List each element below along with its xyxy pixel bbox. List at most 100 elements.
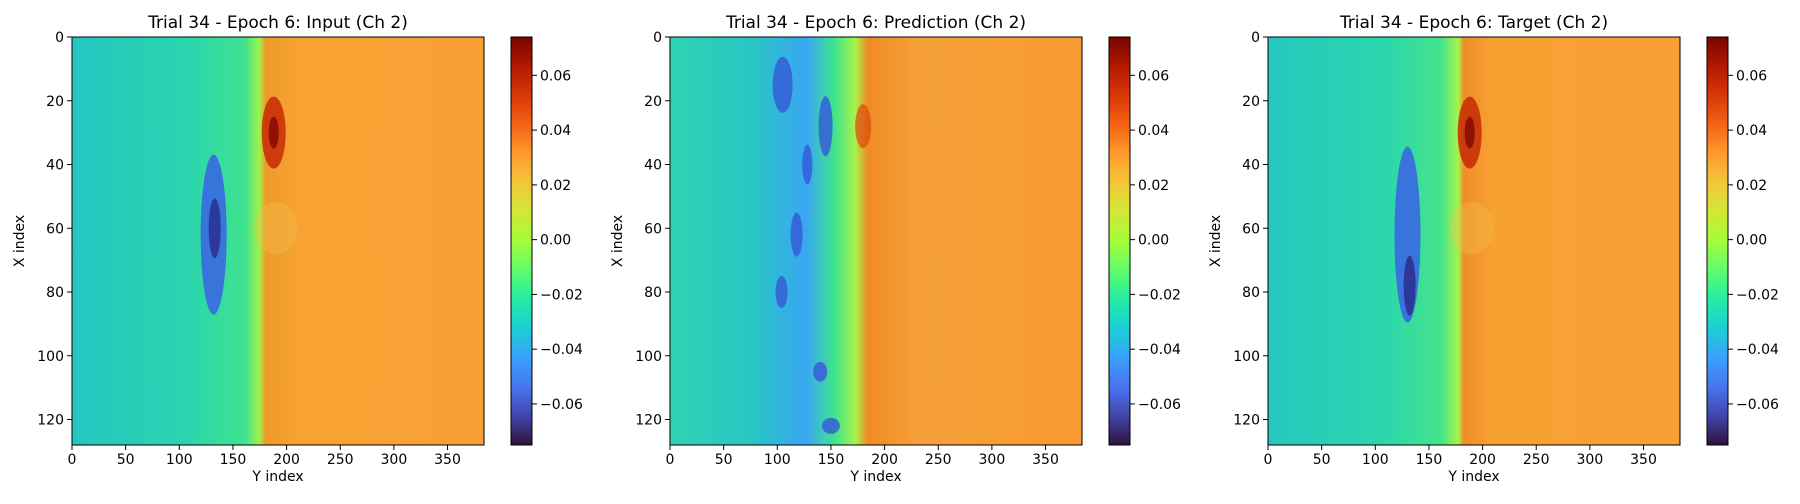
- x-tick-label: 200: [871, 452, 898, 468]
- x-tick-label: 300: [381, 452, 408, 468]
- x-tick-label: 350: [1032, 452, 1059, 468]
- prediction-streak: [813, 361, 828, 382]
- y-tick-label: 40: [46, 158, 64, 174]
- y-tick-label: 0: [55, 30, 64, 46]
- colorbar-tick-label: −0.04: [540, 342, 583, 358]
- y-tick-label: 120: [635, 413, 662, 429]
- y-tick-label: 60: [644, 221, 662, 237]
- x-tick-label: 100: [764, 452, 791, 468]
- y-tick-label: 0: [653, 30, 662, 46]
- colorbar-tick-label: 0.00: [1138, 233, 1169, 249]
- colorbar-tick-label: −0.02: [1138, 287, 1181, 303]
- colorbar-tick-label: 0.06: [540, 68, 571, 84]
- y-tick-label: 100: [1233, 349, 1260, 365]
- panel-title: Trial 34 - Epoch 6: Target (Ch 2): [1339, 13, 1608, 33]
- x-tick-label: 50: [117, 452, 135, 468]
- heatmap-features: [772, 56, 872, 434]
- high-value-lobe: [855, 104, 872, 149]
- heatmap-features: [1394, 96, 1494, 323]
- prediction-streak: [775, 276, 788, 308]
- colorbar-tick-label: −0.06: [540, 397, 583, 413]
- colorbar-tick-label: 0.04: [1736, 123, 1767, 139]
- y-tick-label: 40: [644, 158, 662, 174]
- y-tick-label: 20: [46, 94, 64, 110]
- colorbar-tick-label: 0.02: [1138, 178, 1169, 194]
- low-value-core: [208, 198, 221, 259]
- y-tick-label: 20: [1242, 94, 1260, 110]
- colorbar-tick-label: 0.00: [540, 233, 571, 249]
- colorbar-tick-label: −0.06: [1736, 397, 1779, 413]
- x-tick-label: 100: [1362, 452, 1389, 468]
- y-tick-label: 80: [46, 285, 64, 301]
- y-tick-label: 40: [1242, 158, 1260, 174]
- colorbar-tick-label: 0.06: [1736, 68, 1767, 84]
- prediction-streak: [790, 212, 803, 257]
- heatmap-panel-2: Trial 34 - Epoch 6: Prediction (Ch 2) 0 50…: [610, 13, 1181, 485]
- colorbar-tick-label: 0.06: [1138, 68, 1169, 84]
- colorbar-gradient: [1108, 36, 1131, 446]
- y-axis-label: X index: [12, 215, 28, 267]
- x-tick-label: 150: [818, 452, 845, 468]
- y-axis-label: X index: [610, 215, 626, 267]
- colorbar-gradient: [1706, 36, 1729, 446]
- x-tick-label: 200: [1469, 452, 1496, 468]
- x-axis-label: Y index: [849, 469, 901, 485]
- x-tick-label: 250: [925, 452, 952, 468]
- x-tick-label: 0: [1264, 452, 1273, 468]
- colorbar-tick-label: 0.04: [540, 123, 571, 139]
- heatmap-panel-3: Trial 34 - Epoch 6: Target (Ch 2) 0 50 100 1…: [1208, 13, 1779, 485]
- axes-frame: [71, 36, 485, 446]
- colorbar: 0.06 0.04 0.02 0.00 −0.02 −0.04 −0.06: [1108, 36, 1181, 446]
- y-tick-label: 20: [644, 94, 662, 110]
- colorbar-tick-label: −0.04: [1736, 342, 1779, 358]
- colorbar-tick-label: −0.02: [540, 287, 583, 303]
- colorbar-tick-label: 0.02: [540, 178, 571, 194]
- heatmap-panel-1: Trial 34 - Epoch 6: Input (Ch 2) 0 50 100 15…: [12, 13, 583, 485]
- x-tick-label: 350: [434, 452, 461, 468]
- x-axis-label: Y index: [251, 469, 303, 485]
- x-tick-label: 300: [979, 452, 1006, 468]
- x-tick-label: 150: [220, 452, 247, 468]
- axes-frame: [669, 36, 1083, 446]
- wake-region: [1449, 202, 1494, 255]
- high-value-core: [268, 116, 279, 149]
- prediction-streak: [821, 417, 840, 434]
- y-tick-label: 60: [46, 221, 64, 237]
- y-axis-label: X index: [1208, 215, 1224, 267]
- x-tick-label: 0: [68, 452, 77, 468]
- low-value-core: [1403, 255, 1416, 316]
- heatmap-field: [670, 37, 1082, 445]
- x-tick-label: 50: [1313, 452, 1331, 468]
- prediction-streak: [802, 144, 813, 185]
- y-tick-label: 100: [635, 349, 662, 365]
- colorbar: 0.06 0.04 0.02 0.00 −0.02 −0.04 −0.06: [1706, 36, 1779, 446]
- colorbar-tick-label: −0.06: [1138, 397, 1181, 413]
- prediction-streak: [818, 96, 833, 157]
- x-axis-label: Y index: [1447, 469, 1499, 485]
- panel-title: Trial 34 - Epoch 6: Prediction (Ch 2): [725, 13, 1026, 33]
- x-tick-label: 300: [1577, 452, 1604, 468]
- colorbar-gradient: [510, 36, 533, 446]
- y-tick-label: 0: [1251, 30, 1260, 46]
- x-tick-label: 0: [666, 452, 675, 468]
- x-tick-label: 250: [327, 452, 354, 468]
- wake-region: [253, 202, 298, 255]
- colorbar-tick-label: 0.02: [1736, 178, 1767, 194]
- x-tick-label: 250: [1523, 452, 1550, 468]
- y-tick-label: 120: [1233, 413, 1260, 429]
- colorbar-tick-label: 0.04: [1138, 123, 1169, 139]
- x-tick-label: 50: [715, 452, 733, 468]
- colorbar-tick-label: −0.02: [1736, 287, 1779, 303]
- x-tick-label: 150: [1416, 452, 1443, 468]
- x-tick-label: 200: [273, 452, 300, 468]
- colorbar-tick-label: 0.00: [1736, 233, 1767, 249]
- x-tick-label: 100: [166, 452, 193, 468]
- y-tick-label: 80: [1242, 285, 1260, 301]
- axes-frame: [1267, 36, 1681, 446]
- panel-title: Trial 34 - Epoch 6: Input (Ch 2): [147, 13, 408, 33]
- x-tick-label: 350: [1630, 452, 1657, 468]
- colorbar: 0.06 0.04 0.02 0.00 −0.02 −0.04 −0.06: [510, 36, 583, 446]
- y-tick-label: 120: [37, 413, 64, 429]
- y-tick-label: 60: [1242, 221, 1260, 237]
